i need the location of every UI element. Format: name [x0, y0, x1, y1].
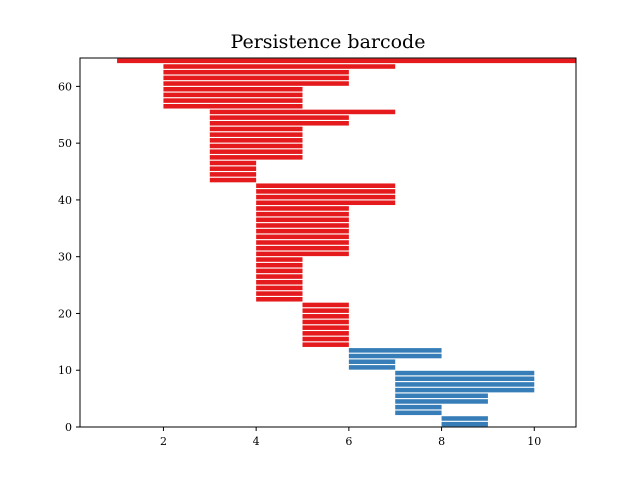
barcode-bar-58	[163, 92, 303, 98]
x-tick-label-4: 4	[253, 435, 260, 448]
barcode-bar-61	[163, 75, 349, 81]
x-tick-label-6: 6	[345, 435, 352, 448]
barcode-bar-18	[302, 319, 349, 325]
y-tick-label-50: 50	[58, 137, 72, 150]
barcode-bar-33	[256, 234, 349, 240]
axis-ticks-group: 2 4 6 8 10 0 10 20 30 40 50 60	[58, 80, 541, 448]
x-tick-label-10: 10	[527, 435, 541, 448]
barcode-bar-41	[256, 189, 396, 194]
barcode-bar-32	[256, 240, 349, 245]
barcode-bar-34	[256, 228, 349, 234]
barcode-bar-8	[395, 376, 535, 382]
barcode-bar-46	[209, 160, 257, 166]
y-tick-label-0: 0	[65, 421, 72, 434]
y-tick-label-20: 20	[58, 307, 72, 320]
barcode-bar-27	[256, 268, 303, 274]
barcode-bar-13	[348, 348, 442, 353]
y-tick-label-10: 10	[58, 364, 72, 377]
barcode-bar-55	[209, 109, 396, 115]
barcode-bar-62	[163, 69, 349, 75]
barcode-bar-30	[256, 251, 349, 257]
barcode-bar-60	[163, 81, 349, 86]
bars-group	[117, 58, 577, 427]
barcode-bar-56	[163, 103, 303, 109]
barcode-bar-38	[256, 206, 349, 211]
barcode-bar-5	[395, 393, 488, 399]
barcode-bar-7	[395, 382, 535, 387]
x-tick-label-8: 8	[438, 435, 445, 448]
barcode-bar-26	[256, 274, 303, 279]
barcode-bar-16	[302, 331, 349, 336]
barcode-bar-10	[348, 365, 396, 370]
barcode-bar-29	[256, 257, 303, 262]
barcode-bar-23	[256, 291, 303, 296]
barcode-bar-36	[256, 217, 349, 223]
barcode-bar-63	[163, 64, 396, 69]
barcode-bar-25	[256, 279, 303, 285]
axes-frame	[79, 57, 577, 428]
barcode-bar-45	[209, 166, 257, 171]
barcode-bar-37	[256, 211, 349, 217]
barcode-bar-21	[302, 302, 349, 308]
barcode-bar-0	[441, 421, 488, 427]
barcode-bar-11	[348, 359, 396, 364]
barcode-bar-31	[256, 245, 349, 251]
barcode-bar-57	[163, 98, 303, 103]
barcode-bar-22	[256, 296, 303, 302]
barcode-bar-44	[209, 172, 257, 177]
barcode-bar-9	[395, 370, 535, 376]
barcode-bar-4	[395, 399, 488, 404]
barcode-bar-39	[256, 200, 396, 206]
barcode-bar-28	[256, 262, 303, 268]
barcode-bar-17	[302, 325, 349, 330]
barcode-bar-49	[209, 143, 303, 149]
barcode-bar-47	[209, 155, 303, 160]
barcode-bar-42	[256, 183, 396, 189]
barcode-bar-24	[256, 285, 303, 291]
barcode-bar-35	[256, 223, 349, 228]
barcode-bar-53	[209, 121, 349, 126]
barcode-bar-14	[302, 342, 349, 347]
barcode-bar-64	[117, 58, 577, 64]
y-tick-label-30: 30	[58, 251, 72, 264]
barcode-bar-2	[395, 410, 442, 416]
y-tick-label-40: 40	[58, 194, 72, 207]
barcode-bar-12	[348, 353, 442, 359]
barcode-bar-43	[209, 177, 257, 183]
barcode-bar-52	[209, 126, 303, 132]
barcode-bar-51	[209, 132, 303, 137]
barcode-bar-19	[302, 314, 349, 319]
chart-title: Persistence barcode	[231, 31, 426, 53]
barcode-bar-6	[395, 387, 535, 393]
barcode-bar-15	[302, 336, 349, 342]
y-tick-label-60: 60	[58, 80, 72, 93]
barcode-bar-48	[209, 149, 303, 154]
barcode-bar-59	[163, 86, 303, 92]
barcode-bar-40	[256, 194, 396, 200]
barcode-bar-3	[395, 404, 442, 410]
barcode-bar-1	[441, 416, 488, 421]
barcode-bar-20	[302, 308, 349, 313]
x-tick-label-2: 2	[160, 435, 167, 448]
barcode-bar-50	[209, 138, 303, 143]
barcode-bar-54	[209, 115, 349, 120]
